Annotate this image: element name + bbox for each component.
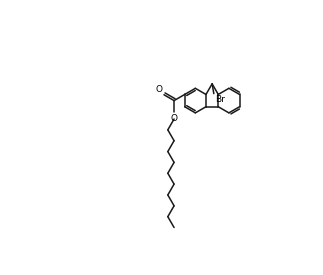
- Text: O: O: [171, 114, 178, 123]
- Text: Br: Br: [215, 95, 225, 104]
- Text: O: O: [156, 85, 163, 94]
